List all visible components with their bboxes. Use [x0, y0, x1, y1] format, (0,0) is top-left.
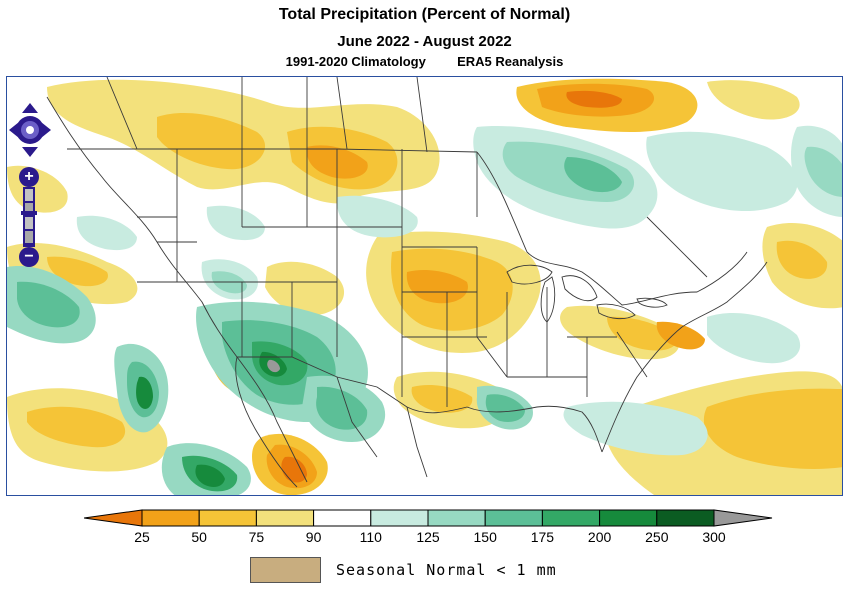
colorbar-bin: [255, 509, 315, 527]
colorbar-bin-lowest: [84, 509, 143, 527]
zoom-in-button[interactable]: +: [24, 168, 34, 185]
colorbar-bin: [656, 509, 715, 527]
colorbar-bin: [484, 509, 543, 527]
colorbar-tick-label: 150: [473, 529, 497, 545]
colorbar-tick-label: 110: [359, 529, 382, 545]
colorbar-bin-highest: [713, 509, 773, 527]
colorbar-tick-label: 200: [587, 529, 612, 545]
colorbar-tick-label: 90: [305, 529, 322, 545]
colorbar: [84, 509, 773, 527]
seasonal-normal-label: Seasonal Normal < 1 mm: [336, 561, 557, 579]
zoom-out-button[interactable]: −: [24, 248, 34, 265]
map-period: June 2022 - August 2022: [337, 33, 512, 50]
colorbar-bin: [370, 509, 429, 527]
climatology-label: 1991-2020 Climatology: [285, 54, 426, 69]
map-title: Total Precipitation (Percent of Normal): [278, 6, 571, 23]
colorbar-tick-label: 25: [134, 529, 150, 545]
pan-arrows-icon: [9, 103, 51, 157]
boundary-lines: [46, 77, 768, 488]
colorbar-tick-label: 125: [416, 529, 440, 545]
colorbar-bin: [599, 509, 658, 527]
colorbar-bin: [541, 509, 601, 527]
colorbar-bin: [198, 509, 257, 527]
wet-anomaly-areas: [7, 125, 842, 495]
colorbar-tick-label: 75: [248, 529, 265, 545]
colorbar-tick-label: 50: [191, 529, 207, 545]
precipitation-map[interactable]: + −: [6, 76, 843, 496]
map-subtitle: 1991-2020 Climatology ERA5 Reanalysis: [0, 54, 849, 69]
seasonal-normal-swatch: [250, 557, 321, 583]
colorbar-tick-label: 175: [530, 529, 555, 545]
colorbar-bin: [427, 509, 486, 527]
map-canvas: [7, 77, 842, 495]
colorbar-tick-label: 300: [702, 529, 726, 545]
colorbar-bin: [313, 509, 372, 527]
zoom-slider-icon: [19, 167, 39, 267]
colorbar-bin: [141, 509, 200, 527]
colorbar-tick-label: 250: [645, 529, 669, 545]
great-lakes: [506, 264, 668, 323]
dataset-label: ERA5 Reanalysis: [457, 54, 564, 69]
